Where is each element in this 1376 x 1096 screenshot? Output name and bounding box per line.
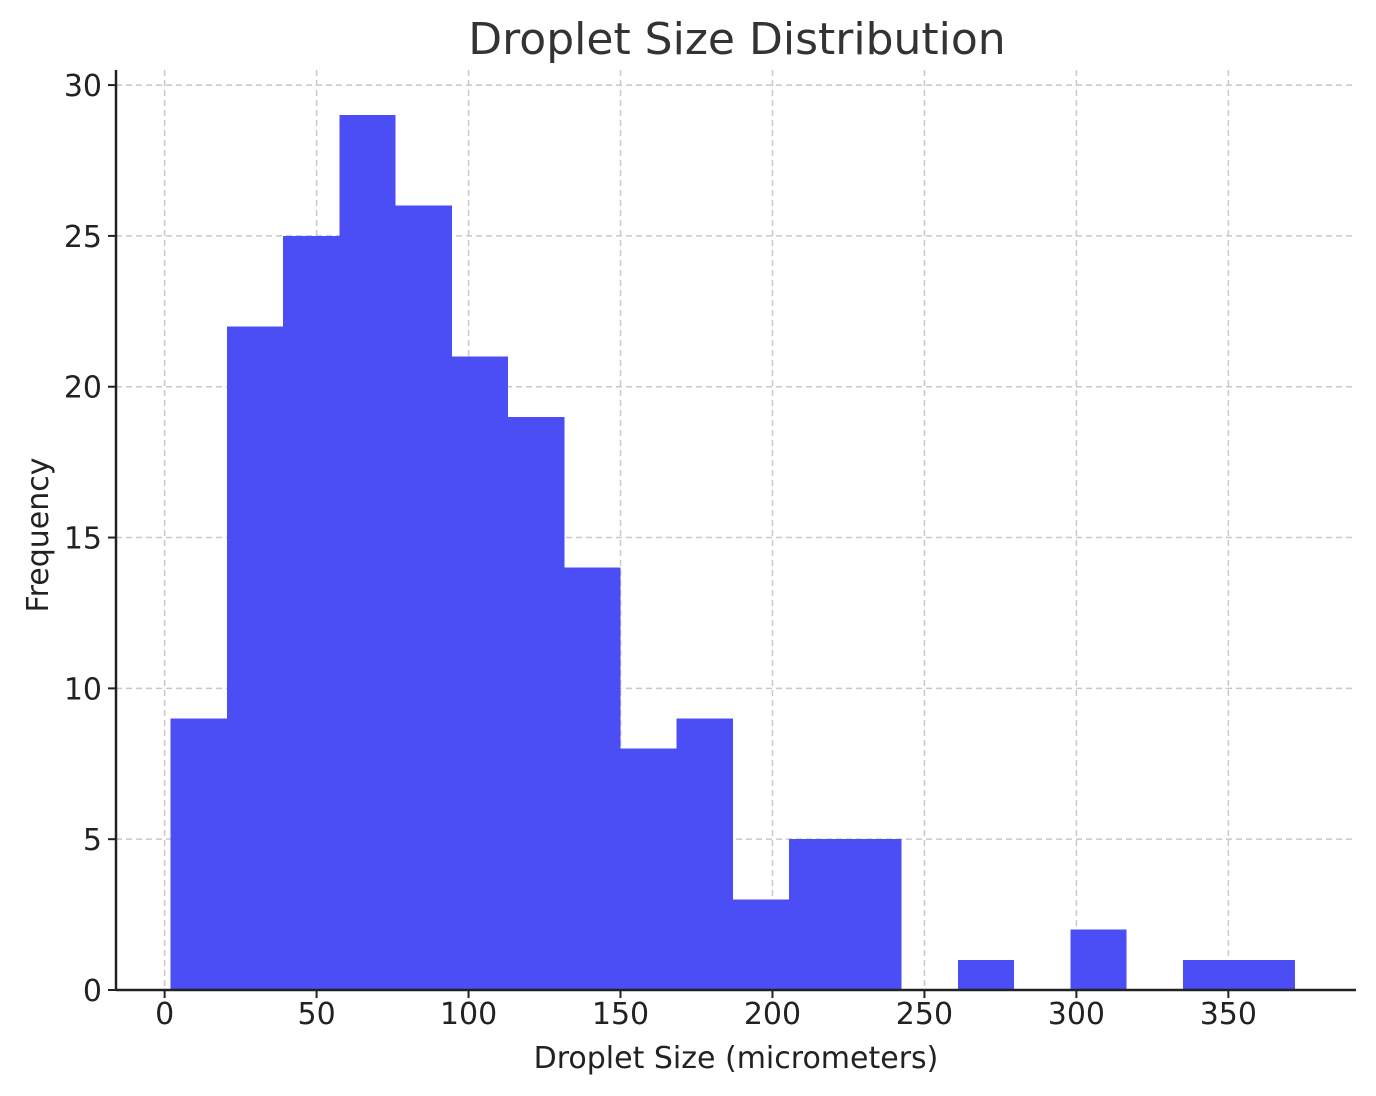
histogram-bar (283, 235, 340, 991)
x-tick-label: 350 (1200, 997, 1257, 1032)
histogram-bar (845, 839, 902, 990)
histogram-bar (620, 748, 677, 990)
histogram-bar (789, 839, 846, 990)
x-tick-label: 250 (896, 997, 953, 1032)
histogram-bar (1238, 959, 1296, 990)
histogram-bar (508, 416, 565, 990)
y-axis-label: Frequency (21, 458, 56, 613)
x-tick-label: 150 (592, 997, 649, 1032)
histogram-bar (732, 899, 790, 990)
y-tick-label: 30 (64, 69, 102, 104)
histogram-bar (1182, 959, 1239, 990)
axes (114, 70, 1356, 992)
x-axis-label: Droplet Size (micrometers) (534, 1041, 939, 1076)
x-tick-label: 200 (744, 997, 801, 1032)
y-tick-label: 5 (83, 823, 102, 858)
histogram-bar (1070, 929, 1127, 990)
x-tick-label: 0 (155, 997, 174, 1032)
histogram-bar (339, 115, 396, 990)
x-tick-label: 100 (440, 997, 497, 1032)
histogram-bar (451, 356, 509, 990)
chart-title: Droplet Size Distribution (468, 14, 1005, 65)
x-tick-label: 300 (1048, 997, 1105, 1032)
histogram-bar (395, 205, 452, 991)
bars (170, 115, 1296, 991)
y-tick-label: 0 (83, 974, 102, 1009)
y-tick-label: 25 (64, 220, 102, 255)
histogram-bar (676, 718, 733, 990)
x-tick-label: 50 (297, 997, 335, 1032)
y-ticks: 0 5 10 15 20 25 30 (64, 69, 116, 1009)
histogram-bar (957, 959, 1015, 990)
histogram-bar (226, 326, 284, 990)
y-tick-label: 10 (64, 672, 102, 707)
histogram-bar (564, 567, 621, 990)
y-tick-label: 20 (64, 371, 102, 406)
y-tick-label: 15 (64, 522, 102, 557)
histogram-bar (170, 718, 227, 990)
x-ticks: 0 50 100 150 200 250 300 350 (155, 990, 1257, 1032)
